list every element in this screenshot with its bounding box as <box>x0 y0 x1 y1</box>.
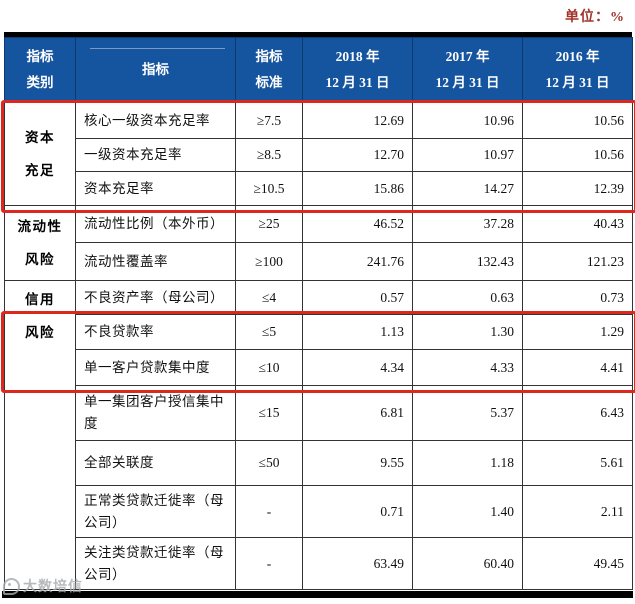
value-2016: 4.41 <box>522 349 633 386</box>
value-2016: 12.39 <box>522 171 633 206</box>
table-row: 不良贷款率 ≤5 1.13 1.30 1.29 <box>5 314 633 350</box>
value-2016: 2.11 <box>522 485 633 538</box>
watermark: 大数培信 <box>3 576 83 596</box>
value-2018: 241.76 <box>302 242 413 281</box>
indicator-name: 单一集团客户授信集中度 <box>75 385 236 441</box>
indicator-standard: ≥7.5 <box>235 102 303 139</box>
value-2018: 0.71 <box>302 485 413 538</box>
value-2017: 1.40 <box>412 485 523 538</box>
table-bottom-rule <box>2 591 633 598</box>
table-row: 资本充足率 ≥10.5 15.86 14.27 12.39 <box>5 171 633 206</box>
table-row: 单一集团客户授信集中度 ≤15 6.81 5.37 6.43 <box>5 385 633 441</box>
value-2016: 121.23 <box>522 242 633 281</box>
value-2018: 15.86 <box>302 171 413 206</box>
indicator-standard: - <box>235 485 303 538</box>
value-2018: 46.52 <box>302 205 413 243</box>
indicator-name: 流动性覆盖率 <box>75 242 236 281</box>
indicator-standard: ≤5 <box>235 314 303 350</box>
value-2017: 1.18 <box>412 440 523 486</box>
table-row: 全部关联度 ≤50 9.55 1.18 5.61 <box>5 440 633 486</box>
indicator-standard: ≥8.5 <box>235 138 303 172</box>
value-2018: 0.57 <box>302 280 413 315</box>
indicator-name: 核心一级资本充足率 <box>75 102 236 139</box>
value-2018: 12.70 <box>302 138 413 172</box>
indicator-standard: ≤50 <box>235 440 303 486</box>
indicator-table: 指标 类别 指标 指标 标准 2018 年 12 月 31 日 2017 年 <box>4 37 633 590</box>
value-2018: 6.81 <box>302 385 413 441</box>
indicator-standard: ≥100 <box>235 242 303 281</box>
table-row: 一级资本充足率 ≥8.5 12.70 10.97 10.56 <box>5 138 633 172</box>
table-top-rule <box>4 32 632 37</box>
header-inner-divider <box>90 48 225 49</box>
header-year-2016: 2016 年 12 月 31 日 <box>522 37 633 103</box>
value-2017: 14.27 <box>412 171 523 206</box>
table-row: 单一客户贷款集中度 ≤10 4.34 4.33 4.41 <box>5 349 633 386</box>
value-2016: 5.61 <box>522 440 633 486</box>
value-2018: 4.34 <box>302 349 413 386</box>
value-2017: 5.37 <box>412 385 523 441</box>
category-capital-adequacy: 资本 充足 <box>4 102 76 206</box>
indicator-standard: - <box>235 537 303 590</box>
value-2018: 1.13 <box>302 314 413 350</box>
indicator-standard: ≥10.5 <box>235 171 303 206</box>
value-2016: 6.43 <box>522 385 633 441</box>
table-row: 正常类贷款迁徙率（母公司） - 0.71 1.40 2.11 <box>5 485 633 538</box>
table-row: 流动性 风险 流动性比例（本外币） ≥25 46.52 37.28 40.43 <box>4 205 633 281</box>
watermark-logo-icon <box>3 577 20 595</box>
indicator-standard: ≤10 <box>235 349 303 386</box>
value-2018: 9.55 <box>302 440 413 486</box>
indicator-name: 不良资产率（母公司） <box>75 280 236 315</box>
value-2017: 10.97 <box>412 138 523 172</box>
indicator-standard: ≤4 <box>235 280 303 315</box>
value-2017: 132.43 <box>412 242 523 281</box>
category-credit-risk: 信用 风险 <box>4 280 76 590</box>
value-2016: 1.29 <box>522 314 633 350</box>
indicator-name: 全部关联度 <box>75 440 236 486</box>
table-row: 流动性覆盖率 ≥100 241.76 132.43 121.23 <box>5 242 633 281</box>
value-2016: 49.45 <box>522 537 633 590</box>
value-2017: 0.63 <box>412 280 523 315</box>
indicator-standard: ≤15 <box>235 385 303 441</box>
unit-label: 单位：% <box>565 10 625 25</box>
value-2018: 63.49 <box>302 537 413 590</box>
table-header-row: 指标 类别 指标 指标 标准 2018 年 12 月 31 日 2017 年 <box>4 37 633 103</box>
indicator-name: 资本充足率 <box>75 171 236 206</box>
value-2016: 10.56 <box>522 138 633 172</box>
value-2017: 10.96 <box>412 102 523 139</box>
indicator-name: 不良贷款率 <box>75 314 236 350</box>
value-2016: 40.43 <box>522 205 633 243</box>
header-year-2017: 2017 年 12 月 31 日 <box>412 37 523 103</box>
indicator-name: 单一客户贷款集中度 <box>75 349 236 386</box>
header-indicator: 指标 <box>75 37 236 103</box>
indicator-name: 流动性比例（本外币） <box>75 205 236 243</box>
value-2017: 1.30 <box>412 314 523 350</box>
header-standard: 指标 标准 <box>235 37 303 103</box>
value-2017: 37.28 <box>412 205 523 243</box>
value-2017: 60.40 <box>412 537 523 590</box>
value-2017: 4.33 <box>412 349 523 386</box>
table-row: 关注类贷款迁徙率（母公司） - 63.49 60.40 49.45 <box>5 537 633 590</box>
indicator-standard: ≥25 <box>235 205 303 243</box>
table-row: 资本 充足 核心一级资本充足率 ≥7.5 12.69 10.96 10.56 <box>4 102 633 206</box>
watermark-text: 大数培信 <box>23 578 83 594</box>
value-2016: 0.73 <box>522 280 633 315</box>
header-year-2018: 2018 年 12 月 31 日 <box>302 37 413 103</box>
category-liquidity-risk: 流动性 风险 <box>4 205 76 281</box>
value-2018: 12.69 <box>302 102 413 139</box>
indicator-name: 关注类贷款迁徙率（母公司） <box>75 537 236 590</box>
header-category: 指标 类别 <box>4 37 76 103</box>
indicator-name: 正常类贷款迁徙率（母公司） <box>75 485 236 538</box>
indicator-name: 一级资本充足率 <box>75 138 236 172</box>
value-2016: 10.56 <box>522 102 633 139</box>
table-row: 信用 风险 不良资产率（母公司） ≤4 0.57 0.63 0.73 <box>4 280 633 590</box>
